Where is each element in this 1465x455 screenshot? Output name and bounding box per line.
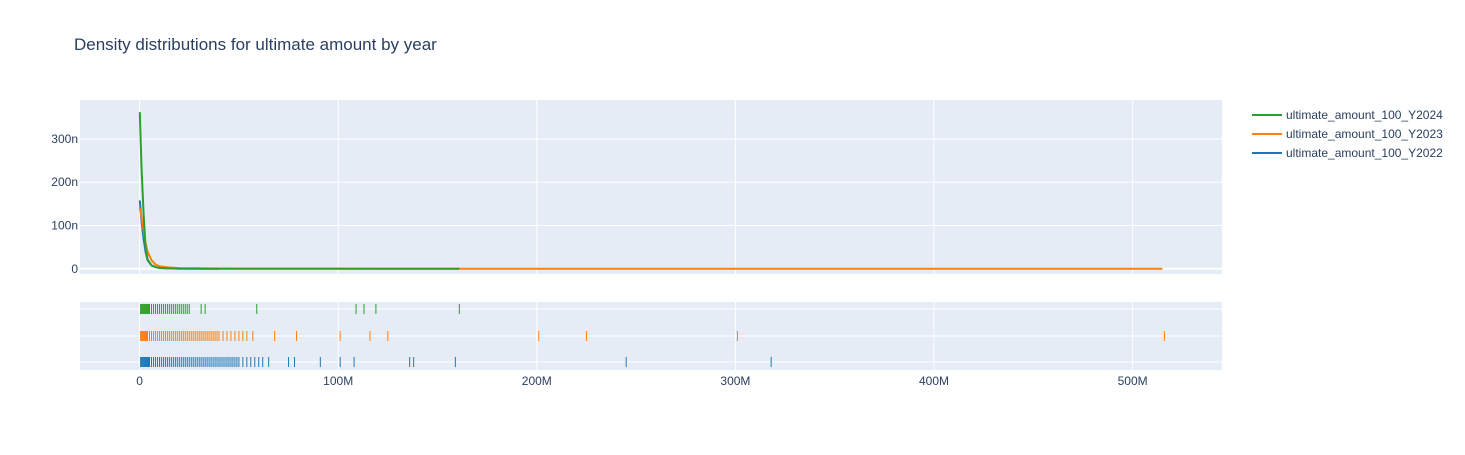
x-tick-label: 100M <box>323 374 353 388</box>
y-tick-label: 200n <box>51 175 78 189</box>
legend-item[interactable]: ultimate_amount_100_Y2023 <box>1252 127 1443 141</box>
legend[interactable]: ultimate_amount_100_Y2024 ultimate_amount… <box>1252 108 1443 160</box>
legend-label: ultimate_amount_100_Y2022 <box>1286 146 1443 160</box>
x-tick-label: 200M <box>522 374 552 388</box>
rug-marks <box>140 304 1165 367</box>
chart-title: Density distributions for ultimate amoun… <box>74 35 437 54</box>
legend-label: ultimate_amount_100_Y2023 <box>1286 127 1443 141</box>
y-tick-label: 100n <box>51 219 78 233</box>
x-tick-label: 500M <box>1118 374 1148 388</box>
legend-item[interactable]: ultimate_amount_100_Y2022 <box>1252 146 1443 160</box>
y-tick-label: 300n <box>51 132 78 146</box>
density-plot-area <box>80 100 1222 274</box>
x-tick-label: 300M <box>720 374 750 388</box>
axis-ticks: 0 100n 200n 300n 0 100M 200M 300M 400M 500M <box>51 132 1147 388</box>
x-tick-label: 0 <box>136 374 143 388</box>
y-tick-label: 0 <box>71 262 78 276</box>
density-line <box>138 112 460 270</box>
legend-item[interactable]: ultimate_amount_100_Y2024 <box>1252 108 1443 122</box>
x-tick-label: 400M <box>919 374 949 388</box>
density-lines <box>138 112 1163 270</box>
legend-label: ultimate_amount_100_Y2024 <box>1286 108 1443 122</box>
